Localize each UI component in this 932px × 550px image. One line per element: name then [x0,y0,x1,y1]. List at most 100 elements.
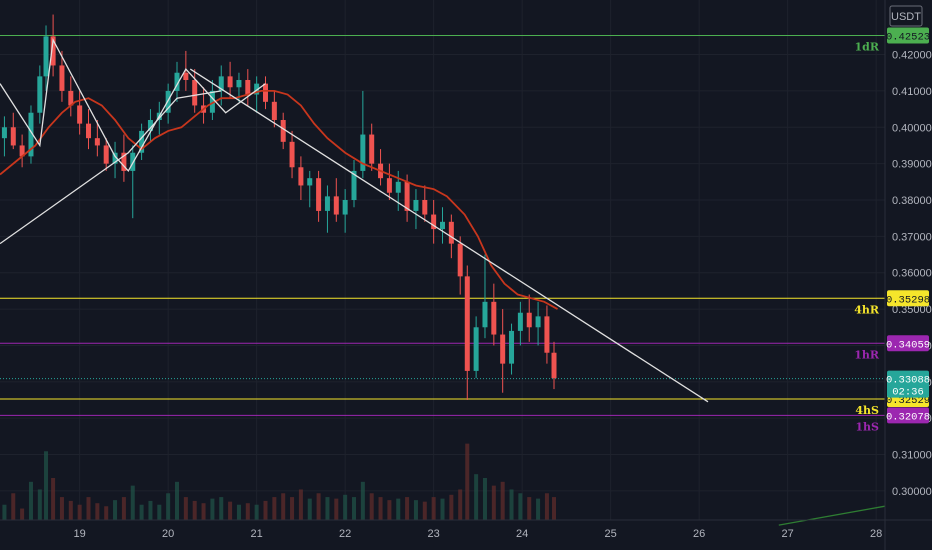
volume-bar [104,506,109,520]
volume-bar [369,493,374,520]
price-tag-text-4hR: 0.35298 [886,294,930,306]
volume-bar [210,498,215,520]
candle-body [254,83,260,95]
unit-indicator[interactable]: USDT [889,5,923,27]
volume-bar [183,497,188,520]
candle-body [86,123,91,139]
volume-bar [281,493,286,520]
x-tick-label: 28 [870,528,882,540]
candle-body [431,214,437,230]
volume-bar [37,489,42,520]
candle-body [28,112,34,157]
volume-bar [113,500,118,520]
volume-bar [228,501,233,520]
moving-average-line [0,90,558,310]
candle-body [59,65,65,91]
trend-line-2 [189,68,709,403]
candle-body [263,83,268,102]
volume-bar [440,498,445,520]
candle-body [491,301,497,335]
time-axis[interactable]: 19 20 21 22 23 24 25 26 27 28 [0,519,932,540]
volume-bar [121,497,126,520]
candle-body [165,90,171,113]
volume-bar [139,504,144,520]
volume-bar [500,481,505,520]
candle-body [43,36,49,77]
countdown-text: 02:36 [892,387,924,399]
candle-body [351,170,357,200]
price-tag-1dR [887,27,929,44]
volume-bar [68,500,73,520]
price-tag-text-4hS: 0.32529 [886,395,930,407]
candle-body [183,72,189,80]
candle-body [448,221,454,244]
volume-bar [387,500,392,520]
candle-body [551,352,557,379]
volume-bar [28,481,33,520]
price-axis[interactable]: 0.300000.310000.320000.330000.340000.350… [884,0,932,550]
x-tick-label: 19 [74,528,86,540]
price-tag-4hR [887,290,929,307]
volume-bar [307,498,312,520]
volume-bar [157,504,162,520]
volume-bar [343,494,348,520]
volume-bar [316,493,321,520]
volume-bar [245,503,250,520]
volume-bar [396,498,401,520]
x-tick-label: 25 [605,528,617,540]
candle-body [360,134,366,171]
trend-line-0 [0,90,222,245]
candle-body [422,200,428,215]
volume-bar [325,497,330,520]
volume-bar [552,497,557,520]
y-tick-label: 0.35000 [892,304,932,316]
y-tick-label: 0.31000 [892,450,932,462]
y-tick-label: 0.39000 [892,159,932,171]
x-tick-label: 24 [516,528,528,540]
candle-body [289,141,295,168]
candle-body [500,334,506,364]
candle-body [68,90,74,106]
volume-bar [77,504,82,520]
level-label-1dR: 1dR [855,41,880,54]
volume-bar [360,481,365,520]
candle-body [147,120,153,131]
volume-bar [465,443,470,520]
y-tick-label: 0.42000 [892,50,932,62]
volume-bar [458,489,463,520]
volume-bar [334,498,339,520]
volume-bar [236,504,241,520]
candle-body [112,152,118,164]
candle-body [404,181,410,211]
candle-body [324,196,330,211]
ma-polyline [0,90,558,310]
y-tick-label: 0.38000 [892,195,932,207]
volume-bar [431,497,436,520]
volume-bar [518,493,523,520]
volume-bar [192,500,197,520]
candle-body [307,178,313,186]
volume-bar [201,503,206,520]
volume-bar [130,485,135,520]
trend-lines [0,37,886,526]
candle-body [457,243,463,277]
volume-bar [290,497,295,520]
chart-grid [0,0,885,520]
x-tick-label: 27 [782,528,794,540]
volume-bar [491,485,496,520]
x-tick-label: 26 [693,528,705,540]
price-tag-text-1hS: 0.32078 [886,411,930,423]
volume-bar [20,508,25,520]
candle-body [10,127,16,146]
unit-label: USDT [891,11,921,23]
price-tag-1hR [887,335,929,352]
candle-body [298,167,304,186]
candle-body [440,221,445,230]
candle-body [544,316,550,353]
candle-body [121,152,127,171]
candle-body [333,196,339,215]
y-tick-label: 0.30000 [892,486,932,498]
x-tick-label: 21 [251,528,263,540]
volume-bar [413,500,418,520]
